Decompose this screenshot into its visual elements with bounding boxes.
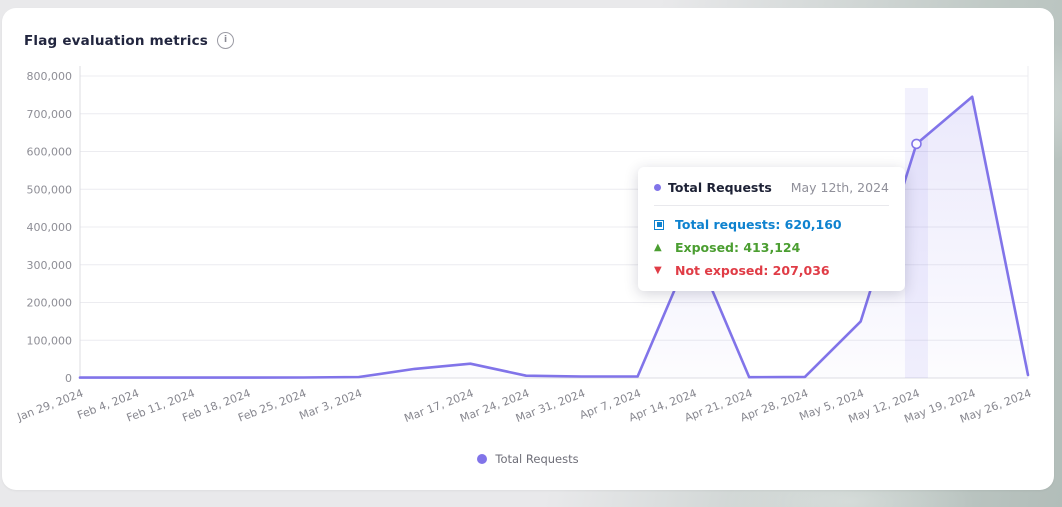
y-axis-label: 700,000 (27, 108, 73, 121)
evaluation-chart[interactable]: 800,000 700,000 600,000 500,000 400,000 300,0… (2, 8, 1054, 490)
tooltip-row-text: Not exposed: 207,036 (675, 263, 830, 278)
tooltip-series-name: Total Requests (668, 180, 772, 195)
info-icon[interactable] (217, 32, 235, 49)
tooltip-header: Total Requests May 12th, 2024 (654, 180, 889, 195)
tooltip-row-not-exposed: ▼ Not exposed: 207,036 (654, 263, 889, 278)
legend-dot-icon (477, 454, 488, 464)
chart-line[interactable] (78, 95, 1030, 379)
tooltip-divider (654, 205, 889, 206)
area-fill (80, 96, 1028, 379)
y-axis-label: 500,000 (27, 183, 73, 196)
flag-metrics-card: Flag evaluation metrics 800,000 700,000 60… (2, 8, 1054, 490)
y-axis-label: 200,000 (27, 297, 73, 310)
tooltip-row-exposed: ▲ Exposed: 413,124 (654, 240, 889, 255)
tooltip-row-text: Exposed: 413,124 (675, 240, 801, 255)
chart-tooltip: Total Requests May 12th, 2024 Total requ… (638, 167, 905, 291)
triangle-up-icon: ▲ (654, 241, 662, 253)
page-title: Flag evaluation metrics (24, 32, 209, 49)
hovered-point-marker[interactable] (911, 138, 922, 150)
square-icon (654, 219, 671, 230)
y-axis-label: 600,000 (27, 146, 73, 159)
y-axis-label: 0 (65, 372, 72, 385)
series-dot-icon (654, 184, 661, 191)
tooltip-row-text: Total requests: 620,160 (675, 217, 842, 232)
x-axis-label: Jan 29, 2024 (15, 387, 85, 424)
legend-label: Total Requests (495, 452, 579, 466)
x-axis-label: Mar 3, 2024 (297, 387, 364, 423)
y-axis-label: 100,000 (27, 334, 73, 347)
legend-item-total-requests[interactable]: Total Requests (2, 452, 1054, 466)
card-header: Flag evaluation metrics (24, 32, 235, 49)
tooltip-date: May 12th, 2024 (790, 180, 889, 195)
tooltip-row-total-requests: Total requests: 620,160 (654, 217, 889, 232)
y-axis-label: 400,000 (27, 221, 73, 234)
triangle-down-icon: ▼ (654, 264, 662, 276)
y-axis-label: 800,000 (27, 70, 73, 83)
y-axis-label: 300,000 (27, 259, 73, 272)
